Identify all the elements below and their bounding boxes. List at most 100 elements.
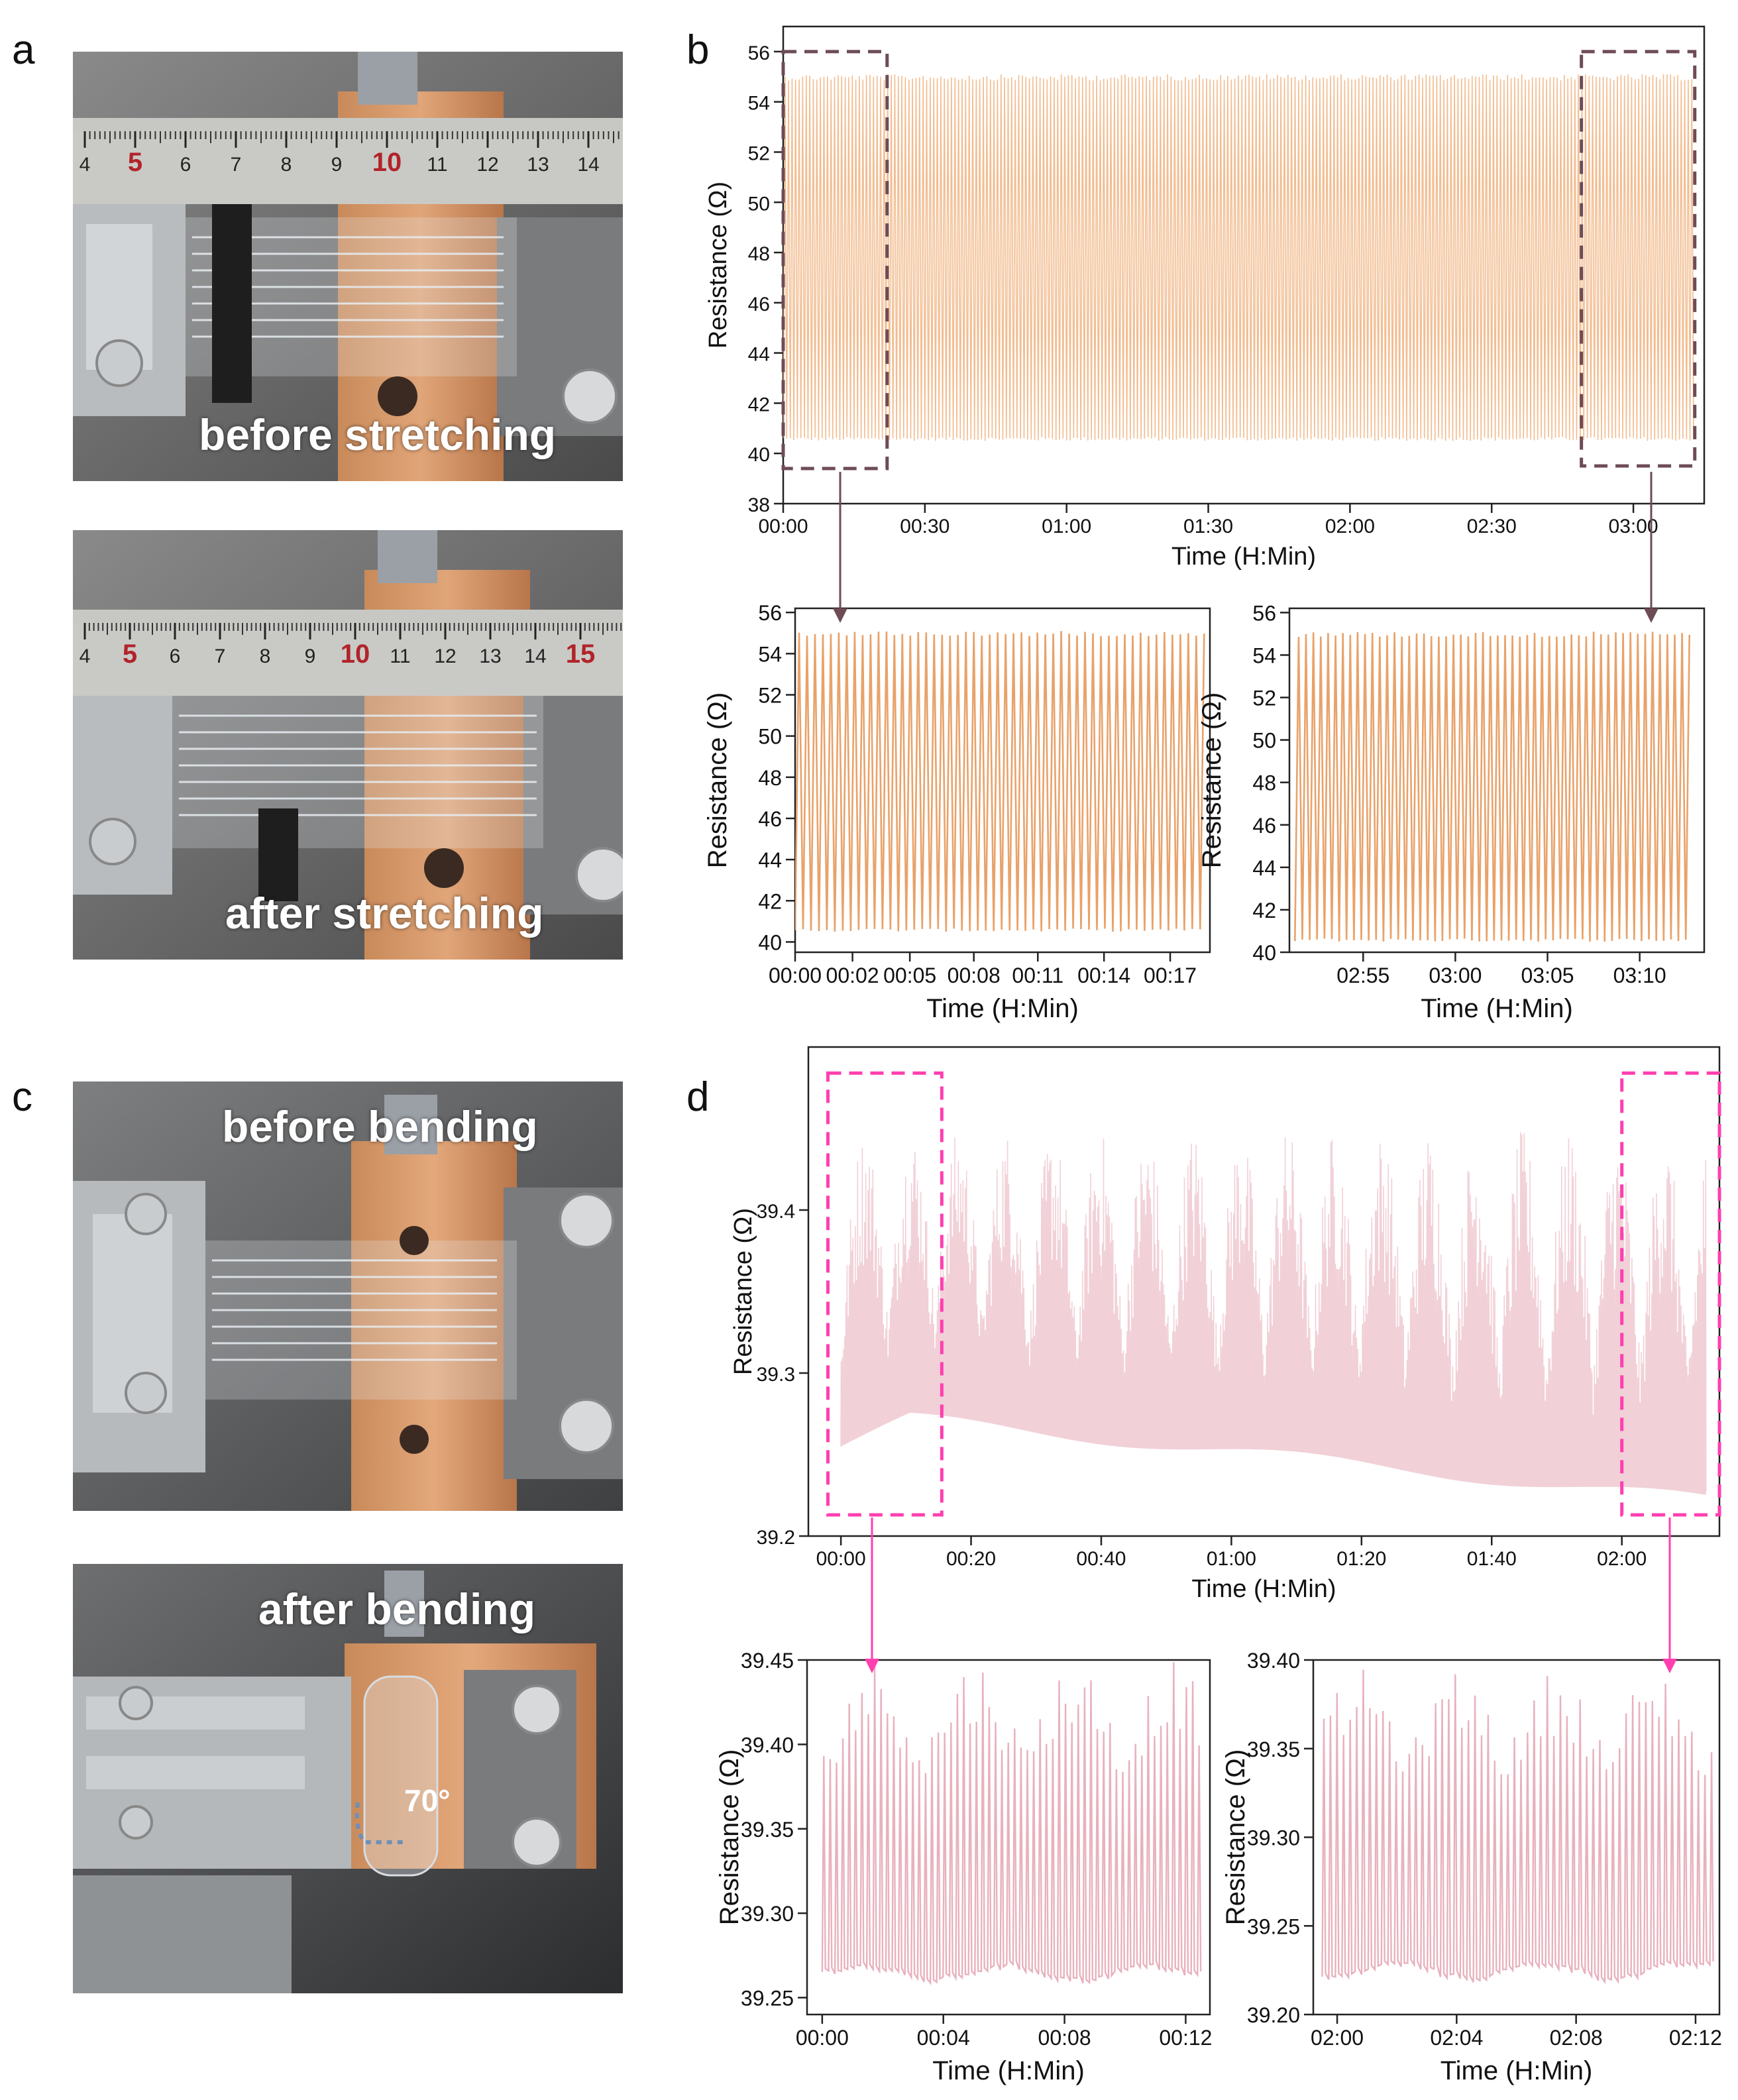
ruler-tick-label: 14: [577, 154, 599, 176]
ruler-tick-label: 14: [524, 645, 546, 667]
photo-after-bending: after bending 70°: [73, 1564, 623, 1993]
panel-label-a: a: [12, 27, 35, 73]
panel-label-d: d: [686, 1074, 710, 1120]
chart-d-left: 39.25 39.30 39.35 39.40 39.45 00:00 00:04 00:08…: [715, 1649, 1212, 2085]
ruler-tick-label: 6: [180, 154, 191, 176]
x-tick-label: 00:05: [883, 964, 936, 987]
ruler-tick-label: 8: [281, 154, 292, 176]
y-tick-label: 54: [1252, 643, 1276, 667]
y-tick-label: 39.40: [1247, 1649, 1300, 1673]
x-axis-label: Time (H:Min): [926, 994, 1079, 1023]
y-tick-label: 56: [1252, 601, 1276, 625]
x-axis-label: Time (H:Min): [1440, 2056, 1593, 2085]
plot-frame: [794, 607, 1211, 954]
y-tick-label: 39.4: [757, 1201, 795, 1223]
ruler-tick-label: 5: [128, 148, 142, 177]
data-series-line: [795, 631, 1205, 932]
x-axis-label: Time (H:Min): [932, 2056, 1085, 2085]
ruler-tick-label: 12: [476, 154, 498, 176]
caption-before-bending: before bending: [222, 1102, 538, 1151]
y-tick-label: 40: [1252, 941, 1276, 965]
y-tick-label: 39.3: [757, 1364, 795, 1386]
x-axis-label: Time (H:Min): [1171, 543, 1316, 571]
ruler-body: [73, 131, 623, 204]
y-tick-label: 39.30: [741, 1902, 794, 1926]
y-tick-label: 42: [758, 889, 782, 913]
x-tick-label: 00:17: [1144, 964, 1197, 987]
y-tick-label: 39.20: [1247, 2003, 1300, 2027]
ruler-tick-label: 8: [260, 645, 271, 667]
x-tick-label: 02:55: [1336, 964, 1389, 987]
y-axis-label: Resistance (Ω): [715, 1749, 744, 1926]
zoom-arrow-right-d-head: [1662, 1659, 1677, 1673]
x-tick-label: 01:00: [1042, 516, 1091, 537]
chart-d-main: 39.2 39.3 39.4 00:00 00:20 00:40 01:00 01:20 01:…: [730, 1046, 1721, 1603]
ruler-tick-label: 13: [479, 645, 501, 667]
ruler-tick-label: 11: [427, 154, 447, 176]
y-tick-label: 46: [748, 294, 770, 315]
photo-after-stretching-illustration: 4 5 6 7 8 9 10 11 12 13 14 15: [73, 530, 623, 960]
x-tick-label: 02:30: [1467, 516, 1517, 537]
ruler-tick-label: 11: [390, 645, 410, 667]
y-tick-label: 44: [1252, 856, 1276, 880]
x-tick-label: 00:08: [1038, 2026, 1091, 2050]
y-axis-label: Resistance (Ω): [703, 692, 732, 869]
ruler-tick-label: 9: [331, 154, 343, 176]
y-tick-label: 39.45: [741, 1649, 794, 1673]
y-tick-label: 39.35: [1247, 1738, 1300, 1761]
y-tick-label: 56: [758, 601, 782, 625]
caption-before-stretching: before stretching: [199, 410, 557, 459]
data-series-line: [1321, 1669, 1714, 1985]
x-tick-label: 02:08: [1550, 2026, 1603, 2050]
x-tick-label: 00:02: [826, 964, 879, 987]
x-tick-label: 00:11: [1012, 964, 1063, 987]
y-tick-label: 39.40: [741, 1733, 794, 1757]
ruler-tick-label: 5: [123, 639, 137, 669]
photo-after-bending-illustration: [73, 1564, 623, 1993]
data-series-line: [783, 74, 1694, 441]
x-tick-label: 03:10: [1613, 964, 1666, 987]
y-tick-label: 52: [748, 142, 770, 164]
caption-after-stretching: after stretching: [225, 889, 544, 938]
y-tick-label: 48: [748, 243, 770, 265]
x-tick-label: 00:30: [900, 516, 950, 537]
ruler-tick-label: 6: [170, 645, 181, 667]
zoom-box: [1620, 1071, 1721, 1517]
x-tick-label: 00:20: [946, 1548, 996, 1570]
y-tick-label: 39.25: [1247, 1914, 1300, 1938]
ruler-tick-label: 9: [305, 645, 316, 667]
zoom-box: [1580, 50, 1697, 468]
y-axis-label: Resistance (Ω): [704, 182, 732, 349]
y-tick-label: 44: [748, 344, 770, 366]
plot-frame: [1288, 607, 1706, 954]
y-tick-label: 52: [1252, 687, 1276, 710]
y-tick-label: 46: [1252, 814, 1276, 838]
y-tick-label: 39.30: [1247, 1826, 1300, 1850]
y-tick-label: 44: [758, 848, 782, 872]
ruler-tick-label: 7: [231, 154, 242, 176]
zoom-arrow-left-head: [833, 608, 847, 623]
plot-frame: [807, 1046, 1721, 1537]
zoom-arrow-left-d-head: [865, 1659, 879, 1673]
x-tick-label: 00:00: [816, 1548, 866, 1570]
data-series-line: [1294, 632, 1690, 942]
y-tick-label: 38: [748, 494, 770, 516]
ruler-bottom: 4 5 6 7 8 9 10 11 12 13 14 15: [73, 623, 623, 696]
chart-d-right: 39.20 39.25 39.30 39.35 39.40 02:00 02:04 02:08…: [1221, 1649, 1722, 2085]
y-tick-label: 52: [758, 684, 782, 708]
ruler-tick-label: 4: [80, 154, 91, 176]
x-tick-label: 01:20: [1336, 1548, 1386, 1570]
y-tick-label: 48: [758, 766, 782, 790]
panel-label-c: c: [12, 1074, 32, 1120]
chart-b-right: 40 42 44 46 48 50 52 54 56 02:55 03:00 03:05 03:10 Ti…: [1197, 601, 1706, 1023]
x-tick-label: 02:04: [1430, 2026, 1483, 2050]
x-tick-label: 00:00: [796, 2026, 849, 2050]
y-tick-label: 42: [748, 394, 770, 415]
x-tick-label: 00:00: [769, 964, 822, 987]
y-tick-label: 50: [748, 193, 770, 215]
photo-before-bending: before bending: [73, 1081, 623, 1511]
x-tick-label: 00:08: [948, 964, 1001, 987]
x-tick-label: 01:30: [1183, 516, 1233, 537]
photo-before-stretching: 4 5 6 7 8 9 10 11 12 13 14 before stretching: [73, 52, 623, 481]
